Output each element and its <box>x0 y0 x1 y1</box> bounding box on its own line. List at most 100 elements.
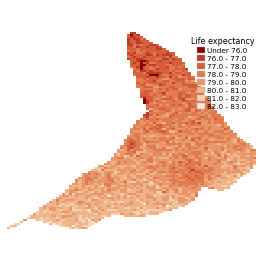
Bar <box>153 151 156 153</box>
Bar <box>172 74 175 76</box>
Bar <box>169 86 172 88</box>
Bar <box>159 211 162 213</box>
Bar <box>166 173 169 175</box>
Bar <box>162 201 166 203</box>
Bar <box>156 68 159 70</box>
Bar <box>185 130 188 132</box>
Bar <box>182 98 185 100</box>
Bar <box>133 62 136 64</box>
Bar <box>185 191 188 193</box>
Bar <box>185 94 188 96</box>
Bar <box>201 132 204 135</box>
Bar <box>169 100 172 102</box>
Bar <box>156 165 159 167</box>
Bar <box>178 181 182 183</box>
Bar <box>233 165 237 167</box>
Bar <box>150 125 153 126</box>
Bar <box>188 92 191 94</box>
Bar <box>150 189 153 191</box>
Bar <box>175 110 178 112</box>
Bar <box>220 183 224 185</box>
Bar <box>166 163 169 165</box>
Bar <box>107 183 110 185</box>
Bar <box>178 126 182 129</box>
Bar <box>198 149 201 151</box>
Bar <box>88 217 91 219</box>
Bar <box>153 171 156 173</box>
Bar <box>117 153 120 155</box>
Bar <box>211 140 214 143</box>
Bar <box>185 140 188 143</box>
Bar <box>150 66 153 68</box>
Bar <box>185 151 188 153</box>
Bar <box>178 205 182 207</box>
Bar <box>153 90 156 92</box>
Bar <box>220 179 224 181</box>
Bar <box>195 139 198 140</box>
Bar <box>185 187 188 189</box>
Bar <box>130 64 133 66</box>
Bar <box>127 54 130 56</box>
Bar <box>133 38 136 40</box>
Bar <box>172 52 175 54</box>
Bar <box>217 132 220 135</box>
Bar <box>36 219 40 221</box>
Bar <box>72 209 75 211</box>
Bar <box>114 211 117 213</box>
Bar <box>204 143 207 145</box>
Bar <box>250 151 253 153</box>
Bar <box>85 209 88 211</box>
Bar <box>127 163 130 165</box>
Bar <box>191 175 195 177</box>
Bar <box>153 114 156 116</box>
Bar <box>156 106 159 108</box>
Bar <box>65 189 69 191</box>
Bar <box>159 46 162 48</box>
Bar <box>237 140 240 143</box>
Bar <box>156 54 159 56</box>
Bar <box>159 90 162 92</box>
Bar <box>233 145 237 147</box>
Bar <box>124 175 127 177</box>
Bar <box>240 140 243 143</box>
Bar <box>182 199 185 201</box>
Bar <box>94 205 98 207</box>
Bar <box>191 151 195 153</box>
Bar <box>162 155 166 157</box>
Bar <box>162 106 166 108</box>
Bar <box>178 199 182 201</box>
Bar <box>214 183 217 185</box>
Bar <box>172 171 175 173</box>
Bar <box>188 88 191 90</box>
Bar <box>185 120 188 122</box>
Bar <box>207 118 211 120</box>
Bar <box>211 149 214 151</box>
Bar <box>185 88 188 90</box>
Bar <box>140 165 143 167</box>
Bar <box>188 132 191 135</box>
Bar <box>101 213 104 215</box>
Bar <box>143 92 146 94</box>
Bar <box>75 203 78 205</box>
Bar <box>175 167 178 169</box>
Bar <box>214 112 217 114</box>
Bar <box>143 50 146 52</box>
Bar <box>136 167 140 169</box>
Bar <box>146 132 149 135</box>
Bar <box>191 140 195 143</box>
Bar <box>127 44 130 46</box>
Bar <box>146 169 149 171</box>
Bar <box>178 104 182 106</box>
Bar <box>94 197 98 199</box>
Bar <box>124 173 127 175</box>
Bar <box>185 108 188 110</box>
Bar <box>14 225 17 227</box>
Bar <box>224 155 227 157</box>
Bar <box>117 185 120 187</box>
Bar <box>159 64 162 66</box>
Bar <box>201 155 204 157</box>
Bar <box>227 151 230 153</box>
Bar <box>107 195 110 197</box>
Bar <box>201 96 204 98</box>
Bar <box>166 74 169 76</box>
